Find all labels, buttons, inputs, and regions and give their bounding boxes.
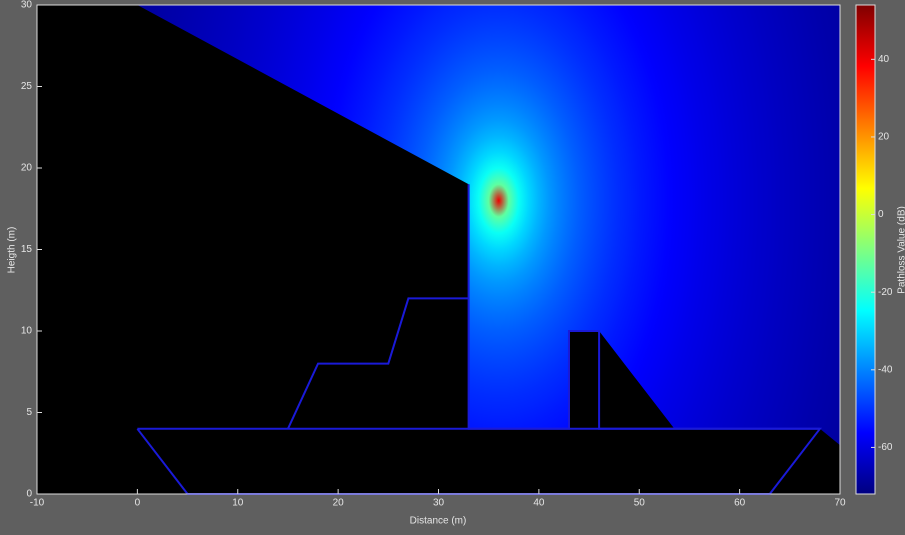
colorbar-tick-label: 20 xyxy=(878,132,890,143)
colorbar-tick-label: 0 xyxy=(878,209,884,220)
x-tick-label: 0 xyxy=(135,498,141,509)
y-axis-label: Heigth (m) xyxy=(7,227,18,274)
y-tick-label: 25 xyxy=(21,81,33,92)
x-tick-label: 60 xyxy=(734,498,746,509)
y-tick-label: 10 xyxy=(21,326,33,337)
y-tick-label: 15 xyxy=(21,244,33,255)
colorbar-tick-label: -60 xyxy=(878,442,893,453)
x-tick-label: -10 xyxy=(30,498,45,509)
x-tick-label: 40 xyxy=(533,498,545,509)
x-tick-label: 30 xyxy=(433,498,445,509)
colorbar-tick-label: -40 xyxy=(878,364,893,375)
x-tick-label: 10 xyxy=(232,498,244,509)
y-tick-label: 30 xyxy=(21,0,33,11)
colorbar xyxy=(856,5,875,494)
colorbar-tick-label: 40 xyxy=(878,54,890,65)
x-tick-label: 20 xyxy=(333,498,345,509)
y-tick-label: 20 xyxy=(21,163,33,174)
colorbar-tick-label: -20 xyxy=(878,287,893,298)
y-tick-label: 5 xyxy=(26,407,32,418)
y-tick-label: 0 xyxy=(26,489,32,500)
x-tick-label: 50 xyxy=(634,498,646,509)
x-tick-label: 70 xyxy=(834,498,846,509)
figure: Distance (m) Heigth (m) Pathloss Value (… xyxy=(0,0,905,535)
x-axis-label: Distance (m) xyxy=(410,516,467,527)
colorbar-label: Pathloss Value (dB) xyxy=(897,206,905,294)
